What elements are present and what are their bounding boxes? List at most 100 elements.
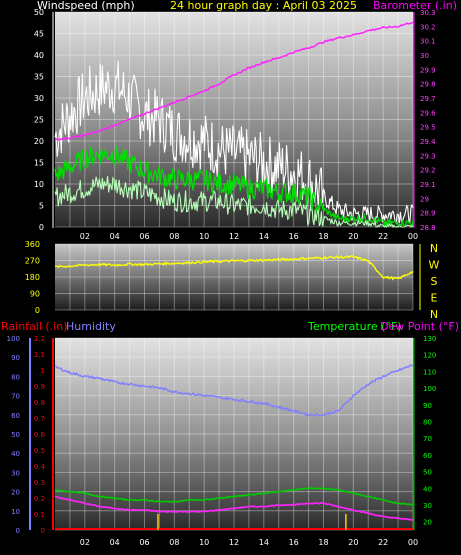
humidity-line [54, 364, 413, 417]
wind-barometer-series [54, 21, 414, 229]
x-tick-label: 06 [139, 232, 149, 241]
x-tick-label: 16 [289, 538, 299, 547]
temperature-tick-label: 90 [423, 402, 432, 410]
rainfall-tick-label: 1 [41, 367, 45, 375]
humidity-tick-label: 20 [11, 489, 20, 497]
windspeed-tick-label: 20 [34, 137, 44, 146]
temperature-tick-label: 100 [423, 385, 436, 393]
windspeed-low-line [54, 176, 414, 229]
windspeed-tick-label: 30 [34, 94, 44, 103]
compass-label: S [431, 275, 438, 288]
humidity-title: Humidity [66, 320, 116, 333]
x-tick-label: 20 [348, 232, 358, 241]
temperature-line [54, 486, 414, 507]
x-tick-label: 02 [80, 232, 90, 241]
temperature-tick-label: 20 [423, 519, 432, 527]
direction-tick-label: 360 [25, 240, 40, 249]
humidity-tick-label: 40 [11, 450, 20, 458]
dewpoint-line [54, 495, 414, 521]
temperature-tick-label: 40 [423, 485, 432, 493]
barometer-tick-label: 29.9 [420, 66, 436, 74]
windspeed-tick-label: 40 [34, 51, 44, 60]
humidity-tick-label: 90 [11, 354, 20, 362]
direction-tick-label: 0 [35, 306, 40, 315]
x-tick-label: 22 [378, 538, 388, 547]
direction-series [54, 255, 414, 281]
barometer-tick-label: 28.9 [420, 210, 436, 218]
humidity-temperature-series [54, 364, 414, 530]
humidity-tick-label: 50 [11, 431, 20, 439]
temperature-tick-label: 70 [423, 435, 432, 443]
rainfall-tick-label: 1.1 [34, 351, 45, 359]
rainfall-tick-label: 0.4 [34, 463, 46, 471]
rainfall-tick-label: 0.2 [34, 495, 45, 503]
windspeed-tick-label: 25 [34, 116, 44, 125]
direction-tick-label: 90 [30, 290, 40, 299]
windspeed-tick-label: 35 [34, 73, 44, 82]
x-tick-label: 08 [169, 232, 179, 241]
x-tick-label: 10 [199, 538, 209, 547]
rainfall-tick-label: 1.2 [34, 335, 45, 343]
x-tick-label: 00 [408, 538, 418, 547]
windspeed-tick-label: 10 [34, 180, 44, 189]
barometer-line [54, 21, 414, 141]
humidity-tick-label: 30 [11, 469, 20, 477]
wind-direction-line [54, 255, 414, 281]
direction-tick-label: 270 [25, 257, 40, 266]
rainfall-tick-label: 0.7 [34, 415, 45, 423]
x-tick-label: 14 [259, 538, 269, 547]
barometer-tick-label: 30.3 [420, 9, 436, 17]
humidity-panel-grid [55, 337, 414, 531]
humidity-tick-label: 100 [7, 335, 20, 343]
direction-tick-label: 180 [25, 273, 40, 282]
windspeed-tick-label: 15 [34, 159, 44, 168]
barometer-tick-label: 28.8 [420, 224, 436, 232]
rainfall-tick-label: 0.8 [34, 399, 45, 407]
windspeed-title: Windspeed (mph) [37, 0, 135, 12]
barometer-tick-label: 29.1 [420, 181, 436, 189]
windspeed-tick-label: 0 [39, 223, 44, 232]
barometer-title: Barometer (.in) [373, 0, 457, 12]
barometer-tick-label: 30 [420, 52, 429, 60]
temperature-tick-label: 30 [423, 502, 432, 510]
rainfall-tick-label: 0.6 [34, 431, 46, 439]
x-tick-label: 12 [229, 538, 239, 547]
barometer-tick-label: 29.3 [420, 152, 436, 160]
windspeed-tick-label: 5 [39, 202, 44, 211]
temperature-tick-label: 130 [423, 335, 436, 343]
rainfall-tick-label: 0.3 [34, 479, 45, 487]
x-tick-label: 16 [289, 232, 299, 241]
x-tick-label: 22 [378, 232, 388, 241]
barometer-tick-label: 30.1 [420, 38, 436, 46]
windspeed-avg-line [54, 145, 414, 227]
rainfall-tick-label: 0.9 [34, 383, 45, 391]
barometer-tick-label: 29.8 [420, 81, 436, 89]
compass-label: N [430, 308, 438, 321]
barometer-tick-label: 29.2 [420, 167, 436, 175]
x-tick-label: 02 [80, 538, 90, 547]
rainfall-tick-label: 0.1 [34, 511, 45, 519]
humidity-tick-label: 70 [11, 393, 20, 401]
graph-title: 24 hour graph day : April 03 2025 [170, 0, 357, 12]
temperature-title: Temperature (°F) [307, 320, 402, 333]
x-tick-label: 06 [139, 538, 149, 547]
humidity-tick-label: 80 [11, 373, 20, 381]
temperature-tick-label: 120 [423, 352, 436, 360]
x-tick-label: 20 [348, 538, 358, 547]
direction-panel-background [55, 244, 413, 310]
temperature-tick-label: 110 [423, 368, 436, 376]
windspeed-gust-line [54, 60, 414, 225]
temperature-tick-label: 60 [423, 452, 432, 460]
wind-panel-background [55, 12, 413, 227]
humidity-tick-label: 60 [11, 412, 20, 420]
barometer-tick-label: 29.5 [420, 124, 436, 132]
barometer-tick-label: 29 [420, 195, 429, 203]
windspeed-tick-label: 45 [34, 30, 44, 39]
rainfall-tick-label: 0 [41, 527, 45, 535]
compass-label: W [429, 259, 440, 272]
barometer-tick-label: 29.7 [420, 95, 436, 103]
x-tick-label: 04 [110, 538, 120, 547]
x-tick-label: 18 [318, 538, 328, 547]
compass-label: N [430, 242, 438, 255]
